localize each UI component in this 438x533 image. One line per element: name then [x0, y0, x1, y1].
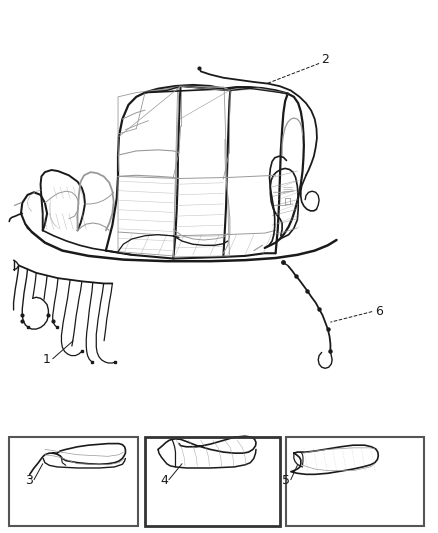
Text: 3: 3: [25, 474, 33, 487]
Text: 5: 5: [282, 474, 290, 487]
Text: 6: 6: [375, 305, 383, 318]
Bar: [145, 437, 280, 526]
Text: 2: 2: [321, 53, 329, 67]
Bar: [9, 437, 138, 526]
Bar: [286, 437, 424, 526]
Text: 1: 1: [43, 353, 51, 366]
Text: 4: 4: [160, 474, 168, 487]
